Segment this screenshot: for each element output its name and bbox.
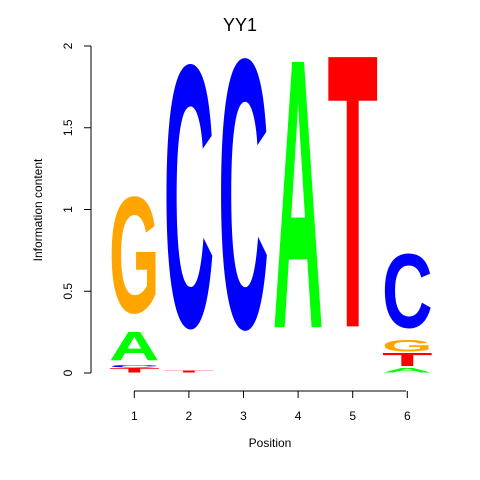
logo-letter-c: C: [109, 364, 160, 369]
logo-letter-t: T: [164, 370, 215, 373]
logo-letter-t: T: [382, 349, 433, 369]
logo-letter-g: G: [382, 337, 433, 355]
logo-letter-g: G: [109, 162, 160, 348]
y-tick-label: 2: [61, 42, 75, 49]
logo-letter-t: T: [109, 367, 160, 374]
y-tick-label: 1: [61, 206, 75, 213]
x-axis: 1 2 3 4 5 6: [131, 390, 411, 423]
y-tick-label: 1.5: [61, 119, 75, 136]
logo-letter-c: C: [218, 0, 269, 409]
y-tick-label: 0.5: [61, 283, 75, 300]
chart-title: YY1: [223, 15, 257, 35]
x-tick-label: 3: [240, 409, 247, 423]
x-axis-label: Position: [249, 436, 292, 450]
logo-letter-a: A: [273, 0, 324, 409]
x-tick-label: 2: [186, 409, 193, 423]
logo-letter-c: C: [382, 232, 433, 350]
logo-letter-c: C: [164, 0, 215, 406]
x-ticks: 1 2 3 4 5 6: [131, 391, 411, 423]
x-tick-label: 6: [404, 409, 411, 423]
y-ticks: 0 0.5 1 1.5 2: [61, 42, 91, 376]
y-axis-label: Information content: [31, 158, 45, 261]
logo-letter-a: A: [382, 367, 433, 374]
x-tick-label: 1: [131, 409, 138, 423]
x-tick-label: 4: [295, 409, 302, 423]
y-tick-label: 0: [61, 369, 75, 376]
y-axis: 0 0.5 1 1.5 2: [61, 42, 92, 376]
logo-letter-t: T: [327, 0, 378, 409]
logo-letter-a: A: [109, 324, 160, 369]
x-tick-label: 5: [349, 409, 356, 423]
